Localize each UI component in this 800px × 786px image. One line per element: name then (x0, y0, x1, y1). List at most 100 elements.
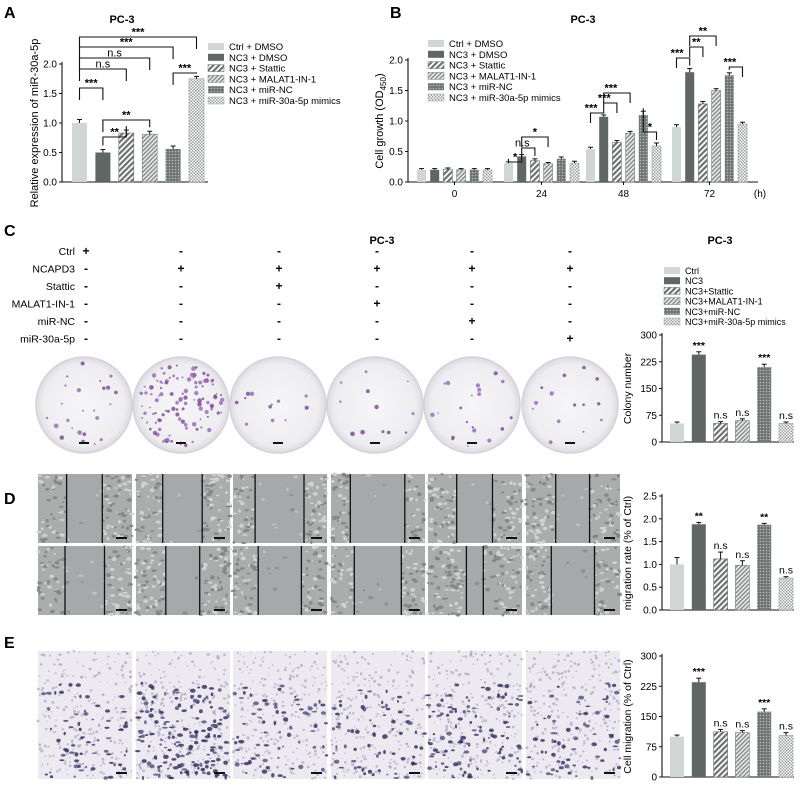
migrated-cell (362, 707, 367, 712)
bar (543, 163, 553, 183)
colony (582, 365, 586, 370)
migrated-cell (41, 692, 47, 696)
migrated-cell (383, 749, 386, 755)
migrated-cell (508, 715, 511, 718)
pore (589, 729, 592, 732)
cell (530, 546, 534, 551)
migrated-cell (572, 764, 577, 767)
cell (299, 533, 304, 536)
significance-bracket (78, 57, 151, 70)
pore (517, 712, 519, 714)
cell (57, 476, 64, 480)
cell (594, 584, 600, 587)
cell (224, 601, 228, 606)
pore (383, 758, 385, 761)
migrated-cell (262, 758, 268, 763)
migrated-cell (465, 696, 469, 699)
pore (395, 762, 398, 766)
cell (508, 501, 513, 506)
pore (342, 770, 345, 773)
migrated-cell (289, 725, 293, 730)
migrated-cell (163, 721, 167, 726)
pore (543, 670, 547, 673)
cell (609, 487, 613, 490)
pore (391, 684, 394, 687)
migrated-cell (197, 686, 201, 689)
cell (485, 587, 490, 592)
cell (226, 502, 232, 507)
pore (529, 697, 532, 700)
pore (357, 684, 360, 687)
migrated-cell (617, 765, 622, 770)
cell (585, 576, 588, 579)
pore (62, 670, 64, 672)
cell (594, 473, 599, 478)
cell (124, 544, 128, 549)
cell (253, 557, 258, 562)
cell (504, 509, 507, 513)
colony (149, 385, 154, 390)
pore (475, 765, 478, 768)
migrated-cell (393, 777, 400, 779)
colony (170, 440, 174, 443)
pore (554, 744, 557, 748)
bar (691, 682, 706, 777)
colony (193, 399, 196, 401)
cell (219, 519, 224, 522)
migrated-cell (505, 726, 511, 728)
colony (201, 385, 204, 388)
pore (603, 707, 607, 710)
pore (121, 665, 124, 668)
pore (393, 760, 396, 763)
cell (136, 558, 140, 562)
pore (498, 720, 501, 722)
cell (244, 509, 250, 512)
pore (130, 770, 133, 773)
pore (191, 660, 194, 663)
cell (557, 513, 560, 516)
pore (192, 703, 196, 706)
cell (617, 473, 620, 478)
pore (125, 652, 129, 655)
cell (214, 612, 219, 615)
migrated-cell (338, 700, 342, 703)
colony (175, 408, 179, 411)
colony (244, 397, 247, 400)
pore (406, 684, 408, 687)
migrated-cell (263, 731, 268, 734)
migrated-cell (261, 769, 268, 774)
pore (214, 767, 216, 769)
pore (244, 716, 246, 718)
migrated-cell (517, 747, 523, 750)
pore (58, 768, 61, 771)
pore (287, 759, 289, 761)
migrated-cell (236, 735, 240, 739)
migrated-cell (190, 688, 196, 693)
treatment-mark: - (179, 314, 183, 328)
panel-label-e: E (4, 635, 15, 652)
pore (332, 758, 335, 760)
cell (426, 572, 432, 575)
pore (359, 672, 363, 676)
colony (374, 404, 379, 410)
migrated-cell (547, 715, 551, 719)
cell (106, 536, 110, 541)
migrated-cell (536, 723, 539, 727)
pore (48, 716, 51, 719)
cell (447, 514, 451, 517)
pore (182, 740, 185, 742)
colony (139, 391, 143, 395)
pore (594, 722, 597, 725)
cell (443, 502, 448, 505)
cell (532, 550, 538, 553)
pore (216, 763, 219, 765)
migrated-cell (191, 761, 195, 764)
treatment-mark: - (84, 314, 88, 328)
pore (126, 774, 128, 776)
colony-dish (35, 356, 133, 454)
pore (359, 736, 362, 739)
colony (179, 443, 182, 446)
cell (323, 481, 327, 484)
pore (191, 771, 194, 774)
pore (392, 681, 395, 684)
